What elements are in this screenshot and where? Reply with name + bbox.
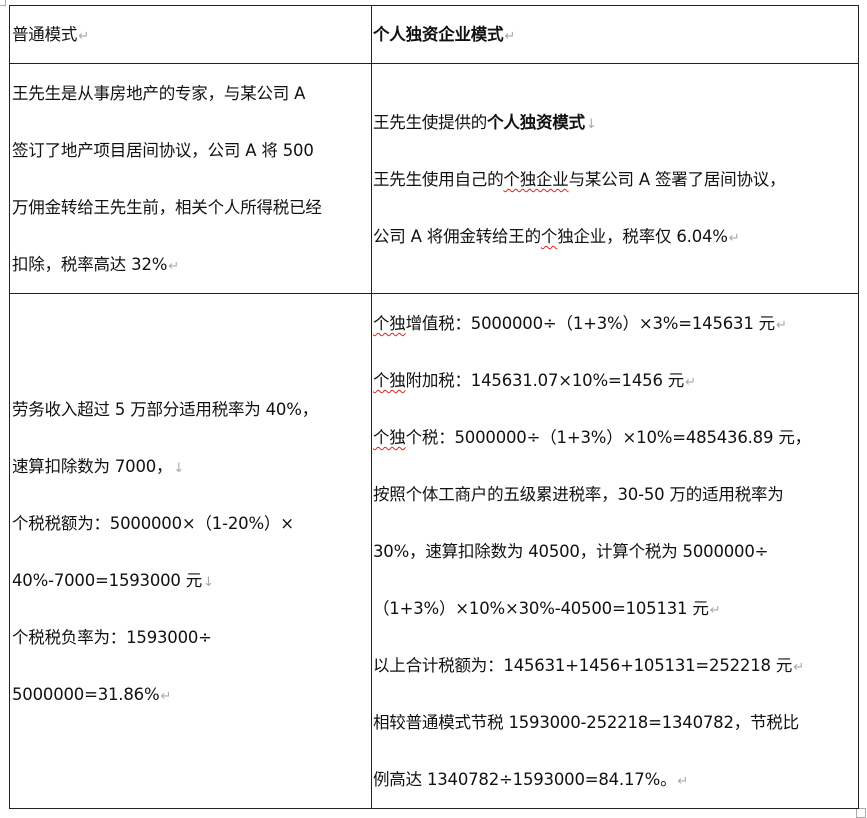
comparison-table: 普通模式↵ 个人独资企业模式↵ 王先生是从事房地产的专家，与某公司 A 签订了地产…	[9, 5, 859, 809]
paragraph-mark-icon: ↵	[685, 375, 696, 390]
text-line: 40%-7000=1593000 元↓	[12, 571, 214, 593]
row-divider	[10, 63, 858, 64]
text-line: 按照个体工商户的五级累进税率，30-50 万的适用税率为	[373, 485, 784, 505]
text-line: 速算扣除数为 7000，↓	[12, 457, 184, 479]
text-line: （1+3%）×10%×30%-40500=105131 元↵	[373, 599, 721, 621]
text-line: 个税税额为：5000000×（1-20%）×	[12, 514, 294, 534]
line-break-mark-icon: ↓	[203, 575, 214, 590]
row-divider	[10, 293, 858, 294]
text-line: 相较普通模式节税 1593000-252218=1340782，节税比	[373, 713, 799, 733]
column-divider	[371, 6, 372, 808]
cell-normal-mode-calculation: 劳务收入超过 5 万部分适用税率为 40%， 速算扣除数为 7000，↓ 个税税额为…	[12, 294, 370, 809]
text-segment: （1+3%）×10%×30%-40500=105131 元	[373, 599, 709, 618]
text-segment: 普通模式	[12, 25, 78, 44]
text-segment: 签订了地产项目居间协议，公司 A 将 500	[12, 141, 314, 160]
paragraph-mark-icon: ↵	[160, 689, 172, 704]
text-segment: 相较普通模式节税 1593000-252218=1340782，节税比	[373, 713, 799, 732]
bold-text: 个人独资企业模式	[373, 25, 504, 44]
paragraph-mark-icon: ↵	[78, 29, 89, 44]
text-line: 个独增值税：5000000÷（1+3%）×3%=145631 元↵	[373, 314, 787, 336]
text-segment: 以上合计税额为：145631+1456+105131=252218 元	[373, 656, 793, 675]
text-line: 以上合计税额为：145631+1456+105131=252218 元↵	[373, 656, 804, 678]
spellcheck-flagged-text: 个	[540, 227, 558, 246]
header-cell-sole-proprietorship-mode: 个人独资企业模式↵	[373, 6, 859, 63]
paragraph-mark-icon: ↵	[709, 603, 721, 618]
text-line: 例高达 1340782÷1593000=84.17%。↵	[373, 770, 688, 792]
text-segment: 40%-7000=1593000 元	[12, 571, 203, 590]
spellcheck-flagged-text: 个独	[373, 428, 406, 447]
text-segment: 与某公司 A 签署了居间协议，	[568, 170, 786, 189]
text-line: 王先生是从事房地产的专家，与某公司 A	[12, 84, 305, 104]
text-line: 扣除，税率高达 32%↵	[12, 255, 179, 277]
text-segment: 附加税：145631.07×10%=1456 元	[405, 371, 685, 390]
paragraph-mark-icon: ↵	[168, 259, 179, 274]
text-line: 个税税负率为：1593000÷	[12, 628, 212, 648]
spellcheck-flagged-text: 个独	[373, 371, 406, 390]
text-line: 签订了地产项目居间协议，公司 A 将 500	[12, 141, 314, 161]
text-boundary-mark	[0, 0, 6, 6]
text-line: 个独个税：5000000÷（1+3%）×10%=485436.89 元，	[373, 428, 811, 448]
text-segment: 扣除，税率高达 32%	[12, 255, 168, 274]
text-line: 5000000=31.86%↵	[12, 685, 171, 707]
text-segment: 万佣金转给王先生前，相关个人所得税已经	[12, 198, 322, 217]
paragraph-mark-icon: ↵	[793, 660, 804, 675]
text-segment: 按照个体工商户的五级累进税率，30-50 万的适用税率为	[373, 485, 784, 504]
text-segment: 个税税额为：5000000×（1-20%）×	[12, 514, 294, 533]
text-segment: 王先生是从事房地产的专家，与某公司 A	[12, 84, 306, 103]
text-segment: 例高达 1340782÷1593000=84.17%。	[373, 770, 677, 789]
text-segment: 劳务收入超过 5 万部分适用税率为 40%，	[12, 400, 319, 419]
text-line: 万佣金转给王先生前，相关个人所得税已经	[12, 198, 322, 218]
spellcheck-flagged-text: 个独企业	[503, 170, 569, 189]
text-segment: 个税：5000000÷（1+3%）×10%=485436.89 元，	[405, 428, 812, 447]
text-line: 劳务收入超过 5 万部分适用税率为 40%，	[12, 400, 318, 420]
text-segment: 增值税：5000000÷（1+3%）×3%=145631 元	[405, 314, 776, 333]
line-break-mark-icon: ↓	[585, 117, 597, 132]
text-segment: 王先生使用自己的	[373, 170, 504, 189]
text-segment: 独企业，税率仅 6.04%	[557, 227, 728, 246]
cell-normal-mode-description: 王先生是从事房地产的专家，与某公司 A 签订了地产项目居间协议，公司 A 将 50…	[12, 64, 370, 293]
text-boundary-mark	[856, 808, 866, 818]
paragraph-mark-icon: ↵	[775, 318, 787, 333]
text-line: 个独附加税：145631.07×10%=1456 元↵	[373, 371, 696, 393]
cell-sole-proprietorship-calculation: 个独增值税：5000000÷（1+3%）×3%=145631 元↵ 个独附加税：1…	[373, 294, 859, 809]
text-line: 普通模式↵	[12, 25, 89, 47]
text-segment: 5000000=31.86%	[12, 685, 160, 704]
header-cell-normal-mode: 普通模式↵	[12, 6, 370, 63]
text-segment: 公司 A 将佣金转给王的	[373, 227, 541, 246]
text-line: 王先生使提供的个人独资模式↓	[373, 113, 597, 135]
text-line: 公司 A 将佣金转给王的个独企业，税率仅 6.04%↵	[373, 227, 740, 249]
text-line: 个人独资企业模式↵	[373, 25, 515, 47]
bold-text: 个人独资模式	[487, 113, 585, 132]
paragraph-mark-icon: ↵	[728, 231, 740, 246]
line-break-mark-icon: ↓	[173, 461, 185, 476]
spellcheck-flagged-text: 个独	[373, 314, 406, 333]
text-segment: 30%，速算扣除数为 40500，计算个税为 5000000÷	[373, 542, 769, 561]
paragraph-mark-icon: ↵	[504, 29, 516, 44]
text-line: 王先生使用自己的个独企业与某公司 A 签署了居间协议，	[373, 170, 786, 190]
text-segment: 速算扣除数为 7000，	[12, 457, 173, 476]
text-line: 30%，速算扣除数为 40500，计算个税为 5000000÷	[373, 542, 768, 562]
text-segment: 王先生使提供的	[373, 113, 488, 132]
cell-sole-proprietorship-description: 王先生使提供的个人独资模式↓ 王先生使用自己的个独企业与某公司 A 签署了居间协议…	[373, 64, 859, 293]
text-segment: 个税税负率为：1593000÷	[12, 628, 212, 647]
paragraph-mark-icon: ↵	[677, 774, 689, 789]
